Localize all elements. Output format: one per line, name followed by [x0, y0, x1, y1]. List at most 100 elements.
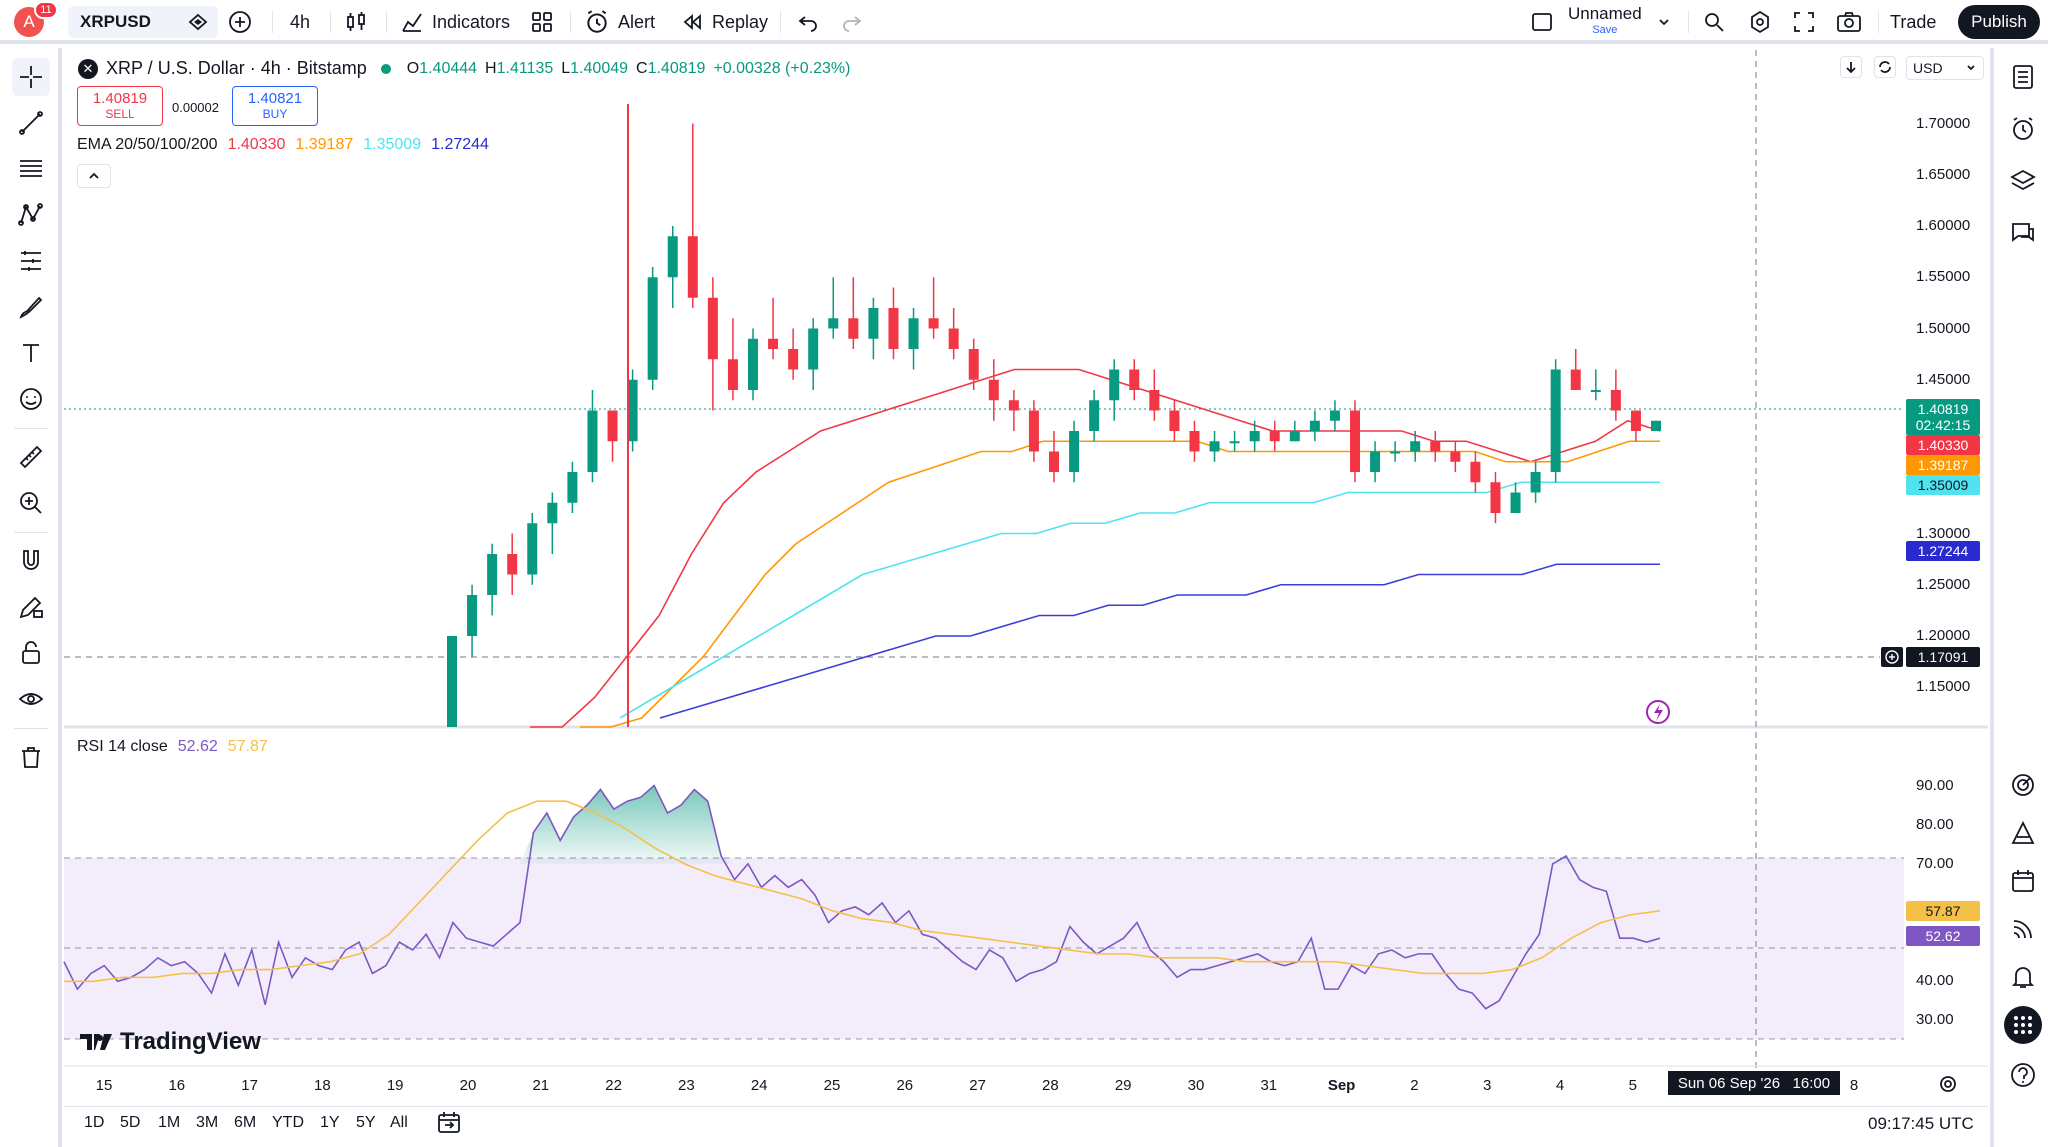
help-icon — [2011, 1063, 2035, 1087]
axis-settings-button[interactable] — [1938, 1074, 1958, 1099]
undo-button[interactable] — [796, 6, 820, 38]
crosshair-time-tag: Sun 06 Sep '26 16:00 — [1668, 1071, 1840, 1095]
time-tick: 20 — [459, 1077, 477, 1094]
candle-body — [447, 636, 457, 727]
chart-type-button[interactable] — [344, 6, 368, 38]
remove-drawings-tool[interactable] — [12, 738, 50, 776]
calendar-button[interactable] — [2004, 862, 2042, 900]
rsi-value-tag: 52.62 — [1906, 926, 1980, 946]
pattern-tool[interactable] — [12, 196, 50, 234]
ideas-button[interactable] — [2004, 766, 2042, 804]
apps-button[interactable] — [2004, 1006, 2042, 1044]
candle-body — [1209, 441, 1220, 452]
list-icon — [2013, 65, 2033, 89]
redo-button[interactable] — [840, 6, 864, 38]
rsi-legend[interactable]: RSI 14 close 52.62 57.87 — [77, 738, 268, 756]
rsi-ma-tag: 57.87 — [1906, 901, 1980, 921]
text-tool[interactable] — [12, 334, 50, 372]
candle-body — [1610, 390, 1621, 411]
trash-icon — [22, 747, 40, 768]
fullscreen-button[interactable] — [1792, 6, 1816, 38]
zoom-tool[interactable] — [12, 484, 50, 522]
layout-select[interactable]: Unnamed Save — [1530, 5, 1672, 38]
candle-body — [607, 410, 618, 442]
replay-button[interactable]: Replay — [680, 6, 768, 38]
utc-clock[interactable]: 09:17:45 UTC — [1868, 1114, 1974, 1133]
help-button[interactable] — [2004, 1056, 2042, 1094]
time-tick: 27 — [969, 1077, 986, 1094]
time-tick: 17 — [241, 1077, 258, 1094]
chats-button[interactable] — [2004, 214, 2042, 252]
publish-button[interactable]: Publish — [1958, 5, 2040, 39]
layers-icon — [2010, 169, 2036, 191]
broadcast-icon — [2013, 920, 2032, 939]
goto-date-button[interactable] — [436, 1110, 462, 1136]
range-button[interactable]: 1M — [158, 1114, 181, 1131]
alert-button[interactable]: Alert — [584, 6, 655, 38]
range-button[interactable]: 5D — [120, 1114, 141, 1131]
emoji-tool[interactable] — [12, 380, 50, 418]
plus-circle-icon — [229, 11, 251, 33]
currency-select[interactable]: USD — [1906, 56, 1984, 80]
tradingview-logo[interactable]: TradingView — [80, 1028, 261, 1056]
trading-panel-button[interactable] — [2004, 814, 2042, 852]
symbol-search[interactable]: XRPUSD — [68, 6, 218, 38]
object-tree-button[interactable] — [2004, 162, 2042, 200]
magnet-tool[interactable] — [12, 542, 50, 580]
candle-body — [1410, 441, 1421, 452]
open-label: O — [406, 59, 420, 77]
candle-body — [1269, 431, 1280, 442]
streams-button[interactable] — [2004, 910, 2042, 948]
interval-button[interactable]: 4h — [290, 11, 311, 32]
settings-button[interactable] — [1748, 6, 1772, 38]
close-label: C — [636, 59, 648, 77]
auto-scale-button[interactable] — [1874, 56, 1896, 78]
fib-tool[interactable] — [12, 150, 50, 188]
lock-drawings-tool[interactable] — [12, 634, 50, 672]
flash-icon[interactable] — [1646, 700, 1670, 724]
range-button[interactable]: YTD — [272, 1114, 304, 1131]
range-button[interactable]: All — [390, 1114, 408, 1131]
candle-body — [667, 236, 678, 278]
compare-icon[interactable] — [188, 13, 208, 31]
hide-drawings-tool[interactable] — [12, 680, 50, 718]
watchlist-button[interactable] — [2004, 58, 2042, 96]
trade-button[interactable]: Trade — [1890, 11, 1937, 32]
grid-dots-icon — [2014, 1016, 2032, 1034]
templates-button[interactable] — [530, 6, 554, 38]
buy-button[interactable]: 1.40821 BUY — [232, 86, 318, 126]
pattern-icon — [18, 203, 43, 226]
crosshair-tool[interactable] — [12, 58, 50, 96]
rsi-tick: 70.00 — [1916, 854, 1954, 872]
add-symbol-button[interactable] — [228, 6, 252, 38]
candle-body — [507, 554, 518, 575]
tv-logo-icon — [80, 1034, 112, 1050]
candle-body — [587, 410, 598, 472]
stay-drawing-tool[interactable] — [12, 588, 50, 626]
brush-tool[interactable] — [12, 288, 50, 326]
indicators-button[interactable]: Indicators — [400, 6, 510, 38]
candle-body — [948, 328, 959, 349]
scroll-to-latest-button[interactable] — [1840, 56, 1862, 78]
ema-legend[interactable]: EMA 20/50/100/200 1.40330 1.39187 1.3500… — [77, 136, 489, 154]
candle-body — [788, 349, 799, 370]
range-button[interactable]: 6M — [234, 1114, 257, 1131]
time-tick: 28 — [1042, 1077, 1059, 1094]
measure-tool[interactable] — [12, 438, 50, 476]
range-button[interactable]: 1Y — [320, 1114, 340, 1131]
collapse-legend-button[interactable] — [77, 164, 111, 188]
quick-search-button[interactable] — [1702, 6, 1726, 38]
range-button[interactable]: 1D — [84, 1114, 105, 1131]
range-button[interactable]: 3M — [196, 1114, 219, 1131]
trendline-tool[interactable] — [12, 104, 50, 142]
candle-body — [968, 349, 979, 380]
sell-button[interactable]: 1.40819 SELL — [77, 86, 163, 126]
notifications-button[interactable] — [2004, 958, 2042, 996]
add-alert-button[interactable] — [1881, 647, 1903, 667]
range-button[interactable]: 5Y — [356, 1114, 376, 1131]
symbol-title[interactable]: XRP / U.S. Dollar · 4h · Bitstamp — [106, 58, 367, 78]
snapshot-button[interactable] — [1836, 6, 1862, 38]
alerts-panel-button[interactable] — [2004, 110, 2042, 148]
forecast-tool[interactable] — [12, 242, 50, 280]
